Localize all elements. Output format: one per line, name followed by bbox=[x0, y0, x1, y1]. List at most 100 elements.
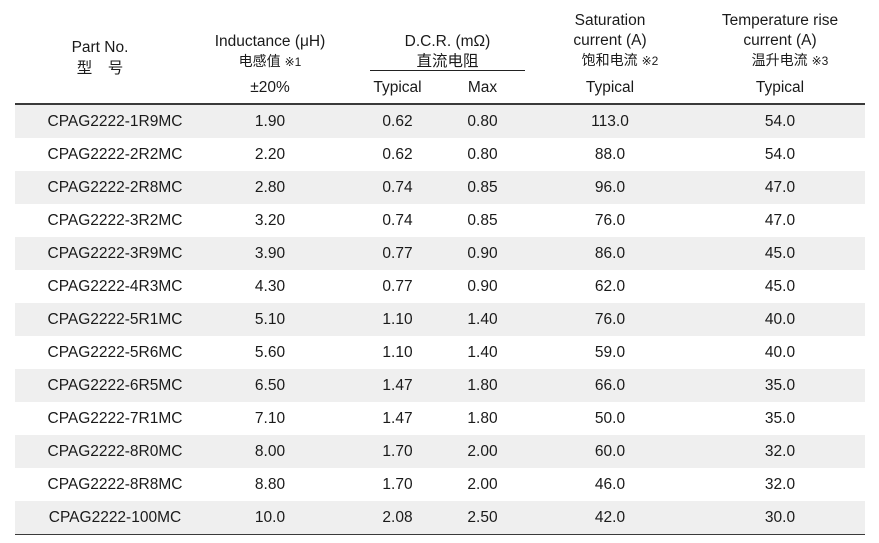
cell-inductance: 3.20 bbox=[254, 212, 286, 229]
cell-temperature-rise-current: 54.0 bbox=[764, 113, 796, 130]
cell-inductance: 6.50 bbox=[254, 377, 286, 394]
cell-saturation-current: 59.0 bbox=[594, 344, 626, 361]
cell-temperature-rise-current: 54.0 bbox=[764, 146, 796, 163]
cell-temperature-rise-current: 32.0 bbox=[764, 476, 796, 493]
table-row: CPAG2222-100MC 10.0 2.08 2.50 42.0 30.0 bbox=[15, 501, 865, 534]
cell-dcr-typical: 1.10 bbox=[382, 311, 413, 328]
cell-saturation-current: 66.0 bbox=[594, 377, 626, 394]
cell-saturation-current: 42.0 bbox=[594, 509, 626, 526]
table-row: CPAG2222-7R1MC 7.10 1.47 1.80 50.0 35.0 bbox=[15, 402, 865, 435]
cell-inductance: 8.80 bbox=[254, 476, 286, 493]
cell-inductance: 4.30 bbox=[254, 278, 286, 295]
cell-dcr-max: 1.80 bbox=[467, 410, 498, 427]
cell-temperature-rise-current: 40.0 bbox=[764, 311, 796, 328]
cell-dcr-typical: 0.74 bbox=[382, 179, 413, 196]
cell-inductance: 2.20 bbox=[254, 146, 286, 163]
cell-part-no: CPAG2222-8R8MC bbox=[47, 476, 183, 493]
cell-part-no: CPAG2222-4R3MC bbox=[47, 278, 183, 295]
cell-temperature-rise-current: 32.0 bbox=[764, 443, 796, 460]
cell-dcr-max: 0.90 bbox=[467, 278, 498, 295]
cell-dcr-typical: 0.62 bbox=[382, 113, 413, 130]
header-saturation-line1: Saturation bbox=[574, 12, 646, 29]
inductor-spec-table: Part No. 型 号 Inductance (μH) 电感值 ※1 ±20% … bbox=[15, 0, 865, 543]
cell-dcr-max: 0.85 bbox=[467, 179, 498, 196]
cell-dcr-typical: 0.77 bbox=[382, 245, 413, 262]
cell-part-no: CPAG2222-3R2MC bbox=[47, 212, 183, 229]
header-temperature-cn: 温升电流 bbox=[751, 53, 808, 69]
cell-inductance: 7.10 bbox=[254, 410, 286, 427]
cell-inductance: 3.90 bbox=[254, 245, 286, 262]
cell-temperature-rise-current: 30.0 bbox=[764, 509, 796, 526]
cell-inductance: 10.0 bbox=[254, 509, 286, 526]
cell-temperature-rise-current: 40.0 bbox=[764, 344, 796, 361]
cell-dcr-max: 1.40 bbox=[467, 344, 498, 361]
header-saturation-note: ※2 bbox=[641, 54, 659, 68]
cell-saturation-current: 50.0 bbox=[594, 410, 626, 427]
table-row: CPAG2222-3R2MC 3.20 0.74 0.85 76.0 47.0 bbox=[15, 204, 865, 237]
header-part-no-cn: 型 号 bbox=[76, 59, 124, 77]
header-temperature-line1: Temperature rise bbox=[721, 12, 839, 29]
cell-saturation-current: 86.0 bbox=[594, 245, 626, 262]
table-row: CPAG2222-8R0MC 8.00 1.70 2.00 60.0 32.0 bbox=[15, 435, 865, 468]
header-dcr-cn: 直流电阻 bbox=[416, 52, 479, 70]
cell-saturation-current: 76.0 bbox=[594, 311, 626, 328]
table-row: CPAG2222-4R3MC 4.30 0.77 0.90 62.0 45.0 bbox=[15, 270, 865, 303]
cell-inductance: 2.80 bbox=[254, 179, 286, 196]
header-part-no: Part No. bbox=[71, 39, 129, 56]
table-row: CPAG2222-8R8MC 8.80 1.70 2.00 46.0 32.0 bbox=[15, 468, 865, 501]
cell-dcr-max: 2.00 bbox=[467, 443, 498, 460]
header-saturation-line2: current (A) bbox=[573, 32, 647, 49]
header-tolerance: ±20% bbox=[250, 79, 290, 96]
cell-dcr-max: 1.40 bbox=[467, 311, 498, 328]
header-divider bbox=[15, 103, 865, 105]
table-row: CPAG2222-5R1MC 5.10 1.10 1.40 76.0 40.0 bbox=[15, 303, 865, 336]
cell-dcr-typical: 2.08 bbox=[382, 509, 413, 526]
cell-part-no: CPAG2222-2R8MC bbox=[47, 179, 183, 196]
cell-dcr-max: 0.90 bbox=[467, 245, 498, 262]
cell-part-no: CPAG2222-3R9MC bbox=[47, 245, 183, 262]
table-row: CPAG2222-5R6MC 5.60 1.10 1.40 59.0 40.0 bbox=[15, 336, 865, 369]
header-dcr-typical: Typical bbox=[373, 79, 422, 96]
cell-temperature-rise-current: 45.0 bbox=[764, 245, 796, 262]
cell-temperature-rise-current: 47.0 bbox=[764, 212, 796, 229]
cell-inductance: 5.60 bbox=[254, 344, 286, 361]
cell-part-no: CPAG2222-5R1MC bbox=[47, 311, 183, 328]
header-inductance: Inductance (μH) bbox=[214, 33, 326, 50]
dcr-underline bbox=[370, 70, 525, 71]
cell-inductance: 8.00 bbox=[254, 443, 286, 460]
header-saturation-typical: Typical bbox=[585, 79, 635, 96]
cell-dcr-typical: 0.74 bbox=[382, 212, 413, 229]
cell-saturation-current: 60.0 bbox=[594, 443, 626, 460]
cell-dcr-max: 0.80 bbox=[467, 146, 498, 163]
header-temperature-typical: Typical bbox=[755, 79, 805, 96]
cell-dcr-max: 0.85 bbox=[467, 212, 498, 229]
cell-part-no: CPAG2222-8R0MC bbox=[47, 443, 183, 460]
cell-dcr-max: 2.50 bbox=[467, 509, 498, 526]
cell-saturation-current: 76.0 bbox=[594, 212, 626, 229]
cell-temperature-rise-current: 35.0 bbox=[764, 410, 796, 427]
cell-saturation-current: 113.0 bbox=[591, 113, 629, 130]
cell-temperature-rise-current: 47.0 bbox=[764, 179, 796, 196]
cell-saturation-current: 88.0 bbox=[594, 146, 626, 163]
cell-temperature-rise-current: 45.0 bbox=[764, 278, 796, 295]
table-bottom-rule bbox=[15, 534, 865, 535]
cell-temperature-rise-current: 35.0 bbox=[764, 377, 796, 394]
header-inductance-cn: 电感值 bbox=[238, 54, 281, 70]
cell-part-no: CPAG2222-1R9MC bbox=[47, 113, 183, 130]
header-temperature-line2: current (A) bbox=[743, 32, 817, 49]
cell-part-no: CPAG2222-100MC bbox=[48, 509, 182, 526]
cell-part-no: CPAG2222-6R5MC bbox=[47, 377, 183, 394]
cell-saturation-current: 96.0 bbox=[594, 179, 626, 196]
cell-dcr-max: 0.80 bbox=[467, 113, 498, 130]
cell-dcr-typical: 1.70 bbox=[382, 476, 413, 493]
cell-dcr-max: 1.80 bbox=[467, 377, 498, 394]
table-row: CPAG2222-6R5MC 6.50 1.47 1.80 66.0 35.0 bbox=[15, 369, 865, 402]
cell-part-no: CPAG2222-2R2MC bbox=[47, 146, 183, 163]
cell-dcr-typical: 0.77 bbox=[382, 278, 413, 295]
cell-saturation-current: 46.0 bbox=[594, 476, 626, 493]
cell-inductance: 1.90 bbox=[254, 113, 286, 130]
header-temperature-cn-wrap: 温升电流 ※3 bbox=[720, 51, 860, 71]
table-body: CPAG2222-1R9MC 1.90 0.62 0.80 113.0 54.0 CPAG2… bbox=[15, 105, 865, 534]
header-saturation-cn-wrap: 饱和电流 ※2 bbox=[550, 51, 690, 71]
cell-dcr-typical: 1.47 bbox=[382, 410, 413, 427]
